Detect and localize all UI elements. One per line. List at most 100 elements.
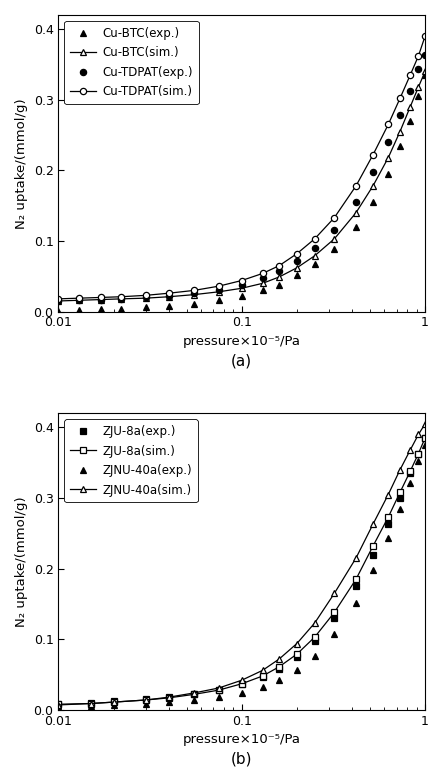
Cu-TDPAT(sim.): [143, 291, 149, 300]
Cu-TDPAT(exp.): [416, 65, 421, 74]
Text: (a): (a): [231, 353, 252, 368]
Cu-TDPAT(exp.): [239, 280, 244, 289]
Cu-TDPAT(sim.): [385, 120, 391, 129]
Cu-BTC(exp.): [77, 306, 82, 315]
ZJU-8a(exp.): [111, 697, 116, 706]
Line: ZJU-8a(exp.): ZJU-8a(exp.): [56, 435, 428, 707]
Cu-BTC(exp.): [277, 280, 282, 289]
Cu-TDPAT(exp.): [397, 110, 403, 120]
Cu-BTC(exp.): [119, 304, 124, 314]
Cu-BTC(exp.): [191, 299, 197, 308]
ZJU-8a(exp.): [239, 680, 244, 689]
ZJNU-40a(sim.): [385, 490, 391, 499]
Cu-BTC(sim.): [422, 67, 428, 76]
Cu-BTC(sim.): [98, 295, 103, 304]
ZJNU-40a(sim.): [239, 675, 244, 685]
Legend: ZJU-8a(exp.), ZJU-8a(sim.), ZJNU-40a(exp.), ZJNU-40a(sim.): ZJU-8a(exp.), ZJU-8a(sim.), ZJNU-40a(exp…: [64, 419, 198, 503]
Line: Cu-TDPAT(sim.): Cu-TDPAT(sim.): [56, 33, 428, 302]
Cu-TDPAT(exp.): [166, 292, 171, 301]
ZJU-8a(exp.): [385, 520, 391, 529]
Cu-BTC(sim.): [416, 82, 421, 92]
Cu-BTC(sim.): [119, 294, 124, 303]
Cu-TDPAT(sim.): [260, 268, 266, 278]
Cu-TDPAT(sim.): [239, 276, 244, 286]
Cu-TDPAT(exp.): [277, 267, 282, 276]
ZJU-8a(exp.): [422, 433, 428, 443]
Cu-BTC(exp.): [166, 301, 171, 310]
ZJNU-40a(exp.): [332, 629, 337, 638]
ZJNU-40a(exp.): [239, 689, 244, 698]
Cu-TDPAT(exp.): [312, 244, 317, 253]
ZJNU-40a(sim.): [216, 683, 222, 692]
Text: (b): (b): [231, 752, 253, 766]
Cu-TDPAT(sim.): [98, 293, 103, 302]
ZJU-8a(exp.): [370, 550, 376, 559]
Cu-BTC(sim.): [294, 263, 300, 272]
Cu-BTC(sim.): [397, 127, 403, 136]
ZJU-8a(exp.): [143, 695, 149, 704]
ZJU-8a(exp.): [216, 685, 222, 695]
ZJNU-40a(sim.): [88, 699, 93, 708]
ZJNU-40a(sim.): [408, 445, 413, 454]
Y-axis label: N₂ uptake/(mmol/g): N₂ uptake/(mmol/g): [15, 496, 28, 627]
ZJU-8a(sim.): [332, 608, 337, 617]
ZJU-8a(exp.): [260, 673, 266, 682]
ZJNU-40a(exp.): [408, 478, 413, 487]
Cu-BTC(sim.): [353, 208, 359, 217]
Cu-BTC(sim.): [332, 234, 337, 244]
ZJNU-40a(exp.): [422, 440, 428, 450]
ZJU-8a(sim.): [191, 689, 197, 699]
Cu-BTC(exp.): [422, 70, 428, 79]
Cu-BTC(exp.): [56, 307, 61, 316]
ZJU-8a(exp.): [191, 689, 197, 699]
ZJNU-40a(sim.): [143, 696, 149, 705]
Cu-BTC(sim.): [56, 296, 61, 306]
ZJU-8a(exp.): [277, 664, 282, 674]
Cu-TDPAT(exp.): [56, 296, 61, 306]
Cu-TDPAT(sim.): [191, 286, 197, 295]
Y-axis label: N₂ uptake/(mmol/g): N₂ uptake/(mmol/g): [15, 98, 28, 229]
ZJNU-40a(exp.): [56, 702, 61, 711]
Line: ZJNU-40a(sim.): ZJNU-40a(sim.): [56, 421, 428, 708]
ZJNU-40a(exp.): [397, 504, 403, 513]
ZJU-8a(sim.): [312, 633, 317, 642]
ZJU-8a(sim.): [260, 671, 266, 681]
ZJU-8a(sim.): [166, 693, 171, 703]
ZJNU-40a(exp.): [111, 700, 116, 710]
Cu-TDPAT(sim.): [370, 150, 376, 159]
ZJU-8a(exp.): [312, 636, 317, 645]
Cu-TDPAT(exp.): [332, 226, 337, 235]
Cu-TDPAT(exp.): [353, 198, 359, 207]
Cu-BTC(sim.): [370, 181, 376, 191]
Cu-BTC(sim.): [143, 293, 149, 303]
ZJNU-40a(sim.): [294, 639, 300, 648]
ZJU-8a(exp.): [332, 613, 337, 622]
X-axis label: pressure×10⁻⁵/Pa: pressure×10⁻⁵/Pa: [183, 335, 301, 348]
ZJU-8a(sim.): [88, 699, 93, 708]
ZJNU-40a(exp.): [353, 598, 359, 607]
Line: ZJNU-40a(exp.): ZJNU-40a(exp.): [56, 442, 428, 710]
Cu-BTC(sim.): [260, 279, 266, 288]
ZJU-8a(exp.): [416, 450, 421, 459]
ZJNU-40a(exp.): [416, 457, 421, 466]
Cu-TDPAT(exp.): [408, 86, 413, 96]
ZJU-8a(sim.): [143, 696, 149, 705]
Line: ZJU-8a(sim.): ZJU-8a(sim.): [56, 435, 428, 707]
ZJNU-40a(exp.): [385, 534, 391, 543]
ZJNU-40a(sim.): [166, 692, 171, 702]
ZJNU-40a(exp.): [88, 701, 93, 710]
Cu-TDPAT(sim.): [56, 294, 61, 303]
ZJNU-40a(sim.): [56, 700, 61, 710]
ZJNU-40a(exp.): [216, 692, 222, 702]
Line: Cu-BTC(exp.): Cu-BTC(exp.): [56, 72, 428, 314]
ZJNU-40a(sim.): [370, 520, 376, 529]
ZJNU-40a(sim.): [111, 697, 116, 706]
Cu-TDPAT(sim.): [397, 93, 403, 103]
Cu-TDPAT(exp.): [260, 274, 266, 283]
ZJNU-40a(sim.): [277, 654, 282, 664]
ZJNU-40a(exp.): [370, 566, 376, 575]
ZJU-8a(exp.): [56, 699, 61, 709]
ZJU-8a(sim.): [385, 513, 391, 522]
ZJNU-40a(sim.): [397, 465, 403, 475]
ZJNU-40a(exp.): [166, 697, 171, 706]
